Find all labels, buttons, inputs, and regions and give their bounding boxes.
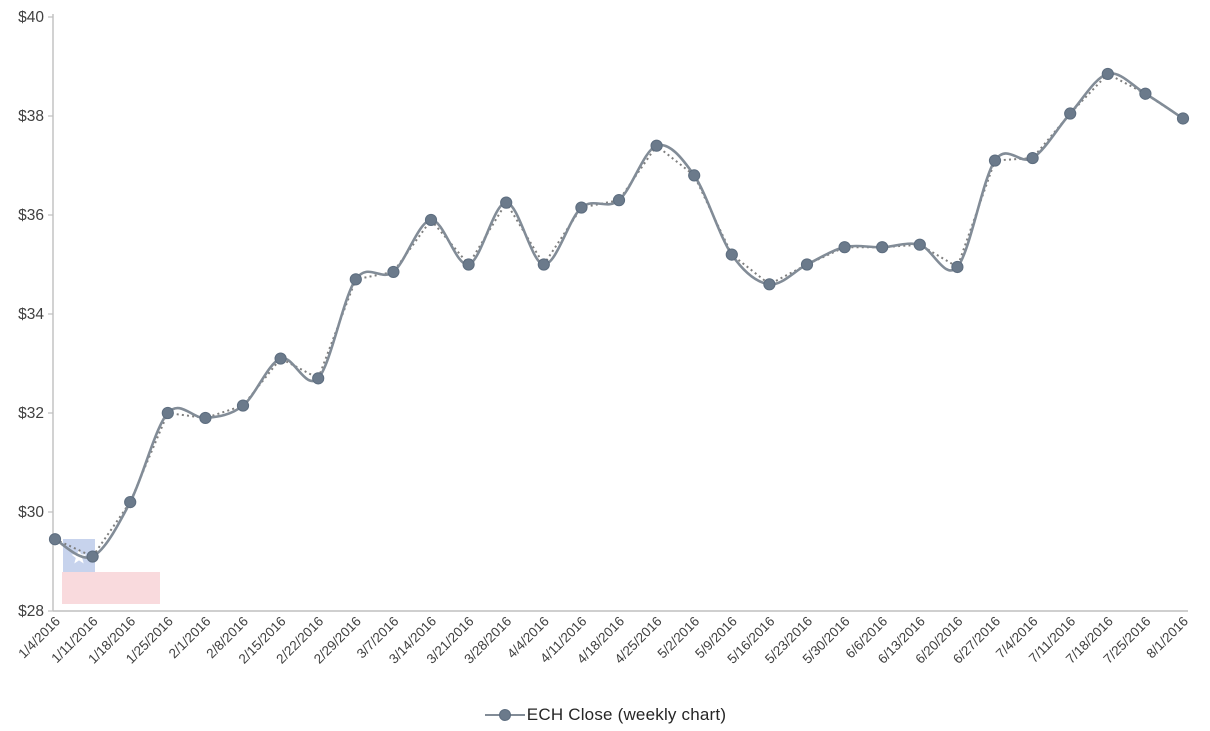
data-point-marker	[424, 213, 438, 227]
y-axis-tick-label: $34	[18, 306, 44, 323]
data-point-marker	[387, 265, 400, 279]
data-point-marker	[1176, 112, 1190, 125]
trend-dotted-line	[54, 72, 1184, 558]
data-point-marker	[688, 169, 701, 182]
y-axis-tick-label: $32	[18, 405, 44, 422]
data-point-marker	[274, 352, 287, 365]
data-point-marker	[462, 258, 475, 271]
data-point-marker	[725, 248, 738, 261]
data-point-marker	[951, 260, 964, 274]
data-point-marker	[500, 196, 513, 209]
data-point-marker	[612, 194, 626, 207]
data-point-marker	[86, 550, 99, 563]
data-point-marker	[763, 278, 776, 291]
y-axis-tick-label: $28	[18, 603, 44, 620]
y-axis-tick-label: $30	[18, 504, 44, 521]
data-point-marker	[838, 241, 851, 254]
y-axis-tick-label: $38	[18, 108, 44, 125]
data-point-marker	[236, 399, 250, 412]
x-axis-tick-label: 8/1/2016	[1143, 614, 1191, 662]
data-point-marker	[575, 201, 588, 214]
data-point-marker	[876, 241, 889, 254]
y-axis-tick-label: $40	[18, 9, 44, 26]
series-line	[53, 72, 1185, 559]
data-point-marker	[199, 411, 212, 425]
data-point-marker	[161, 406, 174, 420]
data-point-marker	[650, 139, 663, 152]
data-point-marker	[988, 154, 1002, 167]
data-point-marker	[1139, 87, 1152, 100]
data-point-marker	[1064, 107, 1077, 120]
data-point-marker	[1026, 151, 1039, 165]
chart-legend: ECH Close (weekly chart)	[0, 705, 1210, 725]
data-point-marker	[537, 258, 550, 271]
legend-series-label: ECH Close (weekly chart)	[526, 705, 727, 724]
data-point-marker	[913, 238, 926, 251]
y-axis-tick-label: $36	[18, 207, 44, 224]
chile-flag-red-stripe	[62, 572, 160, 604]
data-point-marker	[312, 372, 325, 385]
data-point-marker	[48, 533, 62, 546]
legend-series-marker-icon	[484, 709, 525, 721]
data-point-marker	[1101, 67, 1114, 81]
data-point-marker	[349, 273, 362, 286]
data-point-marker	[124, 496, 137, 509]
data-point-marker	[800, 258, 814, 271]
